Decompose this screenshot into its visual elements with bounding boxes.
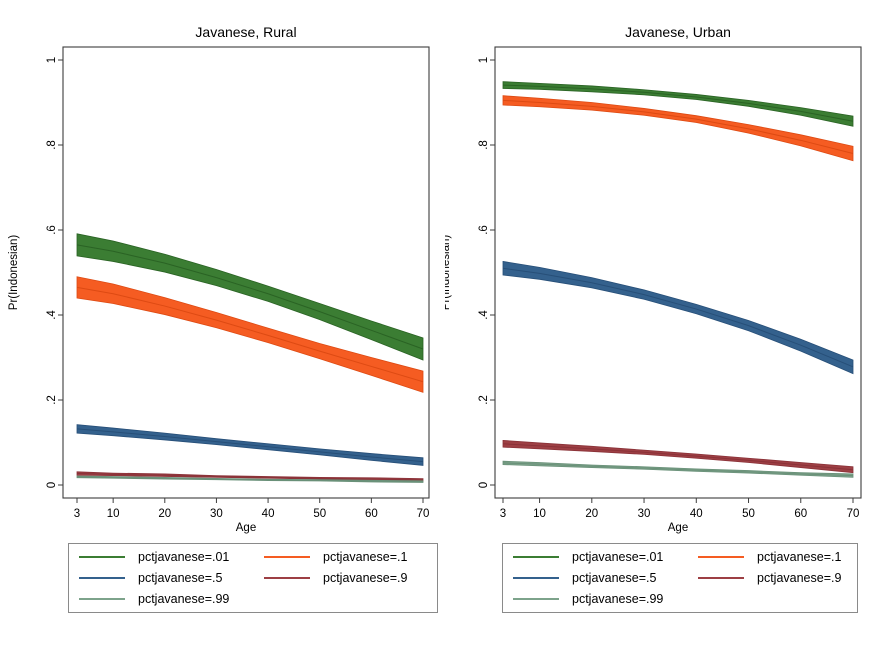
- x-tick-label: 20: [158, 508, 171, 520]
- y-tick-label: .2: [478, 395, 490, 405]
- x-tick-label: 40: [262, 508, 275, 520]
- series-line: [76, 244, 424, 350]
- series-line: [76, 473, 424, 481]
- y-tick-label: .6: [478, 225, 490, 235]
- legend-label: pctjavanese=.99: [572, 592, 664, 606]
- x-tick-label: 70: [847, 508, 860, 520]
- legend-item: pctjavanese=.01: [79, 548, 264, 566]
- y-tick-label: .2: [46, 395, 58, 405]
- x-tick-label: 10: [533, 508, 546, 520]
- series-line: [502, 267, 854, 368]
- y-axis-title: Pr(Indonesian): [8, 235, 20, 311]
- y-tick-label: .4: [46, 310, 58, 320]
- legend-line-swatch: [264, 556, 310, 558]
- y-tick-label: 1: [46, 57, 58, 63]
- x-tick-label: 70: [417, 508, 430, 520]
- legend-line-swatch: [698, 556, 744, 558]
- x-tick-label: 50: [313, 508, 326, 520]
- series-line: [76, 286, 424, 383]
- y-tick-label: 0: [46, 482, 58, 488]
- legend-item: pctjavanese=.99: [513, 590, 698, 608]
- x-tick-label: 30: [638, 508, 651, 520]
- series-line: [502, 99, 854, 154]
- legend-item: pctjavanese=.99: [79, 590, 264, 608]
- legend-item: pctjavanese=.9: [698, 569, 857, 587]
- x-axis-title: Age: [236, 522, 256, 534]
- y-tick-label: .6: [46, 225, 58, 235]
- legend-line-swatch: [513, 598, 559, 600]
- legend-line-swatch: [698, 577, 744, 579]
- legend-label: pctjavanese=.5: [138, 571, 223, 585]
- panel-title: Javanese, Rural: [195, 24, 296, 40]
- y-tick-label: .8: [46, 140, 58, 150]
- x-tick-label: 60: [365, 508, 378, 520]
- x-tick-label: 3: [74, 508, 80, 520]
- x-tick-label: 60: [794, 508, 807, 520]
- chart-javanese-urban: Javanese, Urban 0 .2 .4 .6 .8 1 3 10 20 30 40 50 60 70…: [445, 24, 862, 534]
- y-tick-label: .8: [478, 140, 490, 150]
- legend-item: pctjavanese=.01: [513, 548, 698, 566]
- chart-javanese-rural: Javanese, Rural 0 .2 .4 .6 .8 1 3 10 20 30 40 50 60 70…: [8, 24, 430, 534]
- series-line: [502, 462, 854, 477]
- legend-label: pctjavanese=.01: [572, 550, 664, 564]
- legend-item: pctjavanese=.9: [264, 569, 437, 587]
- legend-line-swatch: [79, 577, 125, 579]
- series-line: [76, 476, 424, 483]
- legend-label: pctjavanese=.1: [757, 550, 842, 564]
- plot-border: [494, 46, 862, 499]
- legend-item: pctjavanese=.5: [79, 569, 264, 587]
- x-tick-label: 10: [107, 508, 120, 520]
- legend-label: pctjavanese=.01: [138, 550, 230, 564]
- legend-item: pctjavanese=.1: [698, 548, 857, 566]
- y-tick-label: 1: [478, 57, 490, 63]
- legend-line-swatch: [513, 577, 559, 579]
- legend-line-swatch: [513, 556, 559, 558]
- x-tick-label: 30: [210, 508, 223, 520]
- confidence-band: [76, 233, 424, 361]
- series-line: [502, 443, 854, 471]
- confidence-band: [502, 260, 854, 375]
- x-tick-label: 20: [585, 508, 598, 520]
- x-tick-label: 40: [690, 508, 703, 520]
- x-axis-title: Age: [668, 522, 688, 534]
- y-tick-label: 0: [478, 482, 490, 488]
- legend-label: pctjavanese=.9: [323, 571, 408, 585]
- legend-line-swatch: [264, 577, 310, 579]
- x-tick-label: 3: [500, 508, 506, 520]
- panel-javanese-urban: Javanese, Urban 0 .2 .4 .6 .8 1 3 10 20 30 40 50 60 70…: [445, 0, 890, 647]
- plot-border: [62, 46, 430, 499]
- legend-item: pctjavanese=.1: [264, 548, 437, 566]
- confidence-band: [502, 95, 854, 162]
- legend-line-swatch: [79, 598, 125, 600]
- legend-label: pctjavanese=.99: [138, 592, 230, 606]
- legend-line-swatch: [79, 556, 125, 558]
- panel-title: Javanese, Urban: [625, 24, 731, 40]
- panel-javanese-rural: Javanese, Rural 0 .2 .4 .6 .8 1 3 10 20 30 40 50 60 70…: [8, 24, 438, 613]
- series-line: [502, 84, 854, 122]
- x-tick-label: 50: [742, 508, 755, 520]
- legend-label: pctjavanese=.5: [572, 571, 657, 585]
- y-tick-label: .4: [478, 310, 490, 320]
- legend-rural: pctjavanese=.01 pctjavanese=.1 pctjavanese…: [68, 543, 438, 613]
- legend-urban: pctjavanese=.01 pctjavanese=.1 pctjavanese…: [502, 543, 858, 613]
- legend-label: pctjavanese=.9: [757, 571, 842, 585]
- series-line: [76, 428, 424, 463]
- legend-label: pctjavanese=.1: [323, 550, 408, 564]
- y-axis-title: Pr(Indonesian): [445, 235, 452, 311]
- legend-item: pctjavanese=.5: [513, 569, 698, 587]
